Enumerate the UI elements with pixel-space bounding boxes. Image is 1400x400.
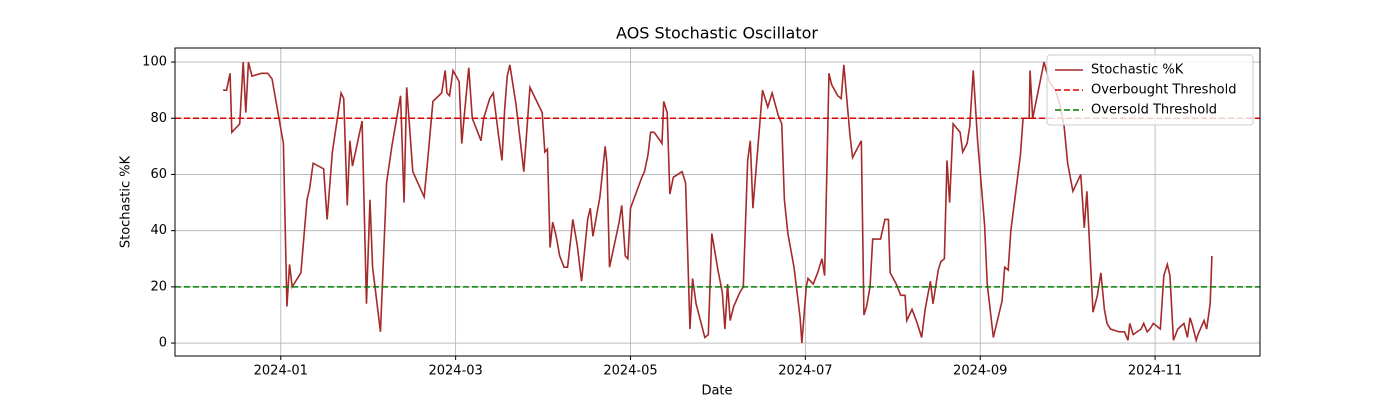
legend-label: Stochastic %K	[1091, 63, 1184, 78]
y-axis-label: Stochastic %K	[119, 155, 134, 248]
y-tick-label: 0	[159, 336, 167, 351]
y-tick-label: 100	[142, 55, 167, 70]
chart-title: AOS Stochastic Oscillator	[616, 24, 818, 43]
legend-label: Overbought Threshold	[1091, 83, 1237, 98]
legend-box	[1046, 54, 1254, 126]
x-tick-label: 2024-07	[778, 364, 832, 379]
x-tick-label: 2024-05	[603, 364, 657, 379]
x-tick-label: 2024-09	[953, 364, 1007, 379]
y-tick-label: 20	[150, 279, 167, 294]
y-tick-label: 80	[150, 111, 167, 126]
x-tick-label: 2024-11	[1128, 364, 1182, 379]
legend-label: Oversold Threshold	[1091, 103, 1217, 118]
y-tick-label: 60	[150, 167, 167, 182]
plot-frame	[174, 47, 1261, 357]
x-axis-label: Date	[701, 384, 732, 399]
x-tick-label: 2024-03	[428, 364, 482, 379]
y-tick-label: 40	[150, 223, 167, 238]
x-tick-label: 2024-01	[254, 364, 308, 379]
